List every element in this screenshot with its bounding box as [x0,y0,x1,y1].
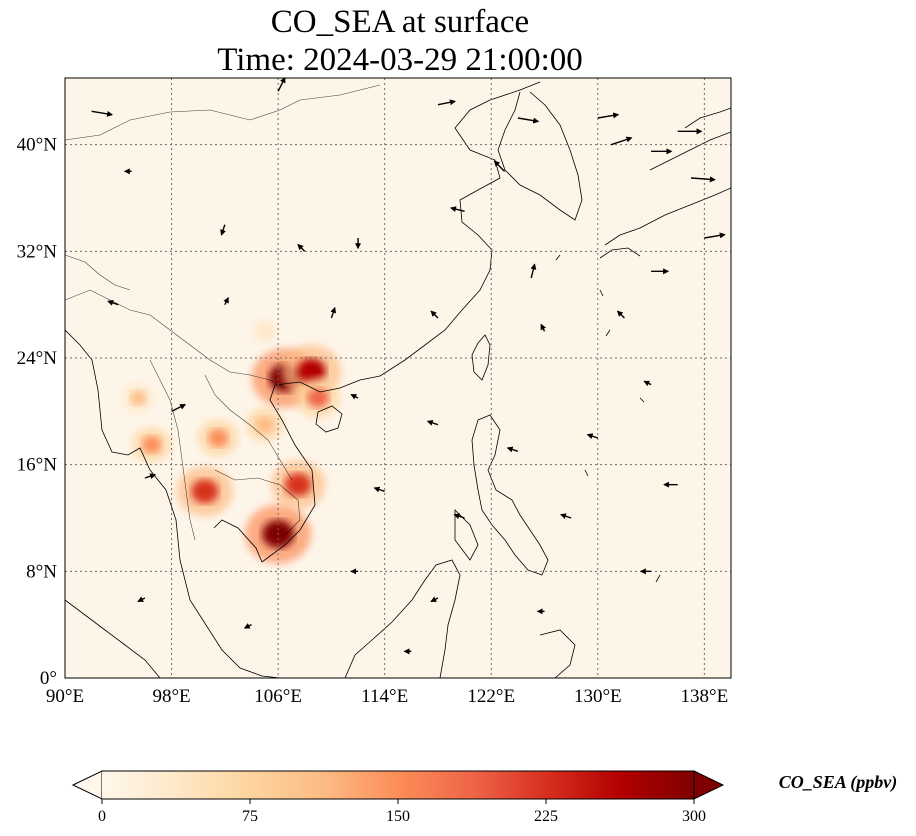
borneo-coastline [344,559,461,678]
sumatra-coastline [65,599,161,678]
wind-arrow [430,596,439,603]
colorbar-tick-label: 300 [682,808,706,825]
colorbar-tick-label: 150 [386,808,410,825]
lon-tick-label: 90°E [46,686,84,707]
philippines-coastline [454,414,549,576]
wind-arrow [144,473,157,480]
map-time-subtitle: Time: 2024-03-29 21:00:00 [217,42,583,78]
lon-tick-label: 130°E [574,686,622,707]
colorbar-tick-label: 75 [242,808,258,825]
wind-arrow [91,110,114,117]
lat-tick-label: 0° [40,668,57,689]
wind-arrow [223,296,229,305]
lat-tick-label: 40°N [17,135,58,156]
sulawesi-coastline [539,629,576,678]
longitude-axis: 90°E 98°E 106°E 114°E 122°E 130°E 138°E [46,686,728,707]
coastlines [65,81,731,678]
wind-arrow [437,99,456,106]
lon-tick-label: 114°E [361,686,408,707]
map-frame [64,77,732,679]
wind-arrow [517,117,540,124]
country-borders [65,84,381,541]
wind-arrow [616,310,625,319]
wind-arrow [243,623,252,629]
colorbar-label: CO_SEA (ppbv) [779,772,898,793]
wind-arrow [690,176,716,183]
mainland-coastline [65,81,541,678]
wind-arrow [373,486,385,493]
hotspot [258,325,271,338]
myanmar-thailand-border [149,359,196,541]
wind-arrow [610,136,633,146]
wind-arrow [220,224,226,236]
wind-arrow [107,300,119,306]
map-background [65,78,731,678]
wind-arrow [453,513,465,520]
hotspot [255,416,274,433]
wind-arrow [330,306,337,319]
gridlines [65,78,731,678]
hainan-coastline [315,405,343,433]
wind-arrow [530,263,537,279]
japan-coastline [599,107,731,259]
colorbar: 0 75 150 225 300 CO_SEA (ppbv) [71,770,898,825]
tropic-islands [555,254,661,583]
lon-tick-label: 106°E [254,686,302,707]
hotspot [191,479,219,504]
lat-tick-label: 32°N [17,241,58,262]
wind-arrow [597,112,620,119]
wind-arrow [430,310,439,319]
colorbar-gradient [102,771,694,799]
wind-arrow [493,160,506,172]
wind-arrow [137,596,146,603]
korea-coastline [497,91,583,221]
wind-arrow [586,433,599,440]
hotspot [141,436,162,454]
india-border [65,254,131,291]
wind-vectors [91,78,726,655]
wind-arrow [560,513,572,520]
wind-arrow [643,380,652,387]
lat-tick-label: 16°N [17,455,58,476]
wind-arrow [297,243,306,252]
china-southeast-asia-border [65,289,286,389]
lat-tick-label: 8°N [26,561,57,582]
hotspot [307,388,329,408]
colorbar-max-extend [693,770,725,800]
map-title: CO_SEA at surface [270,4,530,40]
hotspot [208,429,229,447]
wind-arrow [277,78,286,92]
wind-arrow [350,393,359,400]
wind-arrow [506,446,519,453]
lon-tick-label: 98°E [152,686,190,707]
cambodia-border [214,469,301,536]
laos-border [204,374,293,481]
hotspot [130,390,147,406]
hotspot [297,358,326,385]
china-mongolia-border [65,84,381,141]
hotspot [284,473,312,497]
latitude-axis: 0° 8°N 16°N 24°N 32°N 40°N [17,135,58,689]
colorbar-min-extend [71,770,103,800]
lon-tick-label: 122°E [467,686,515,707]
colorbar-tick-label: 225 [534,808,558,825]
taiwan-coastline [471,334,491,381]
wind-arrow [426,420,439,426]
lon-tick-label: 138°E [681,686,729,707]
wind-arrow [450,206,465,213]
wind-arrow [704,232,726,239]
lat-tick-label: 24°N [17,348,58,369]
wind-arrow [171,403,187,412]
wind-arrow [540,323,547,332]
colorbar-tick-label: 0 [98,808,106,825]
